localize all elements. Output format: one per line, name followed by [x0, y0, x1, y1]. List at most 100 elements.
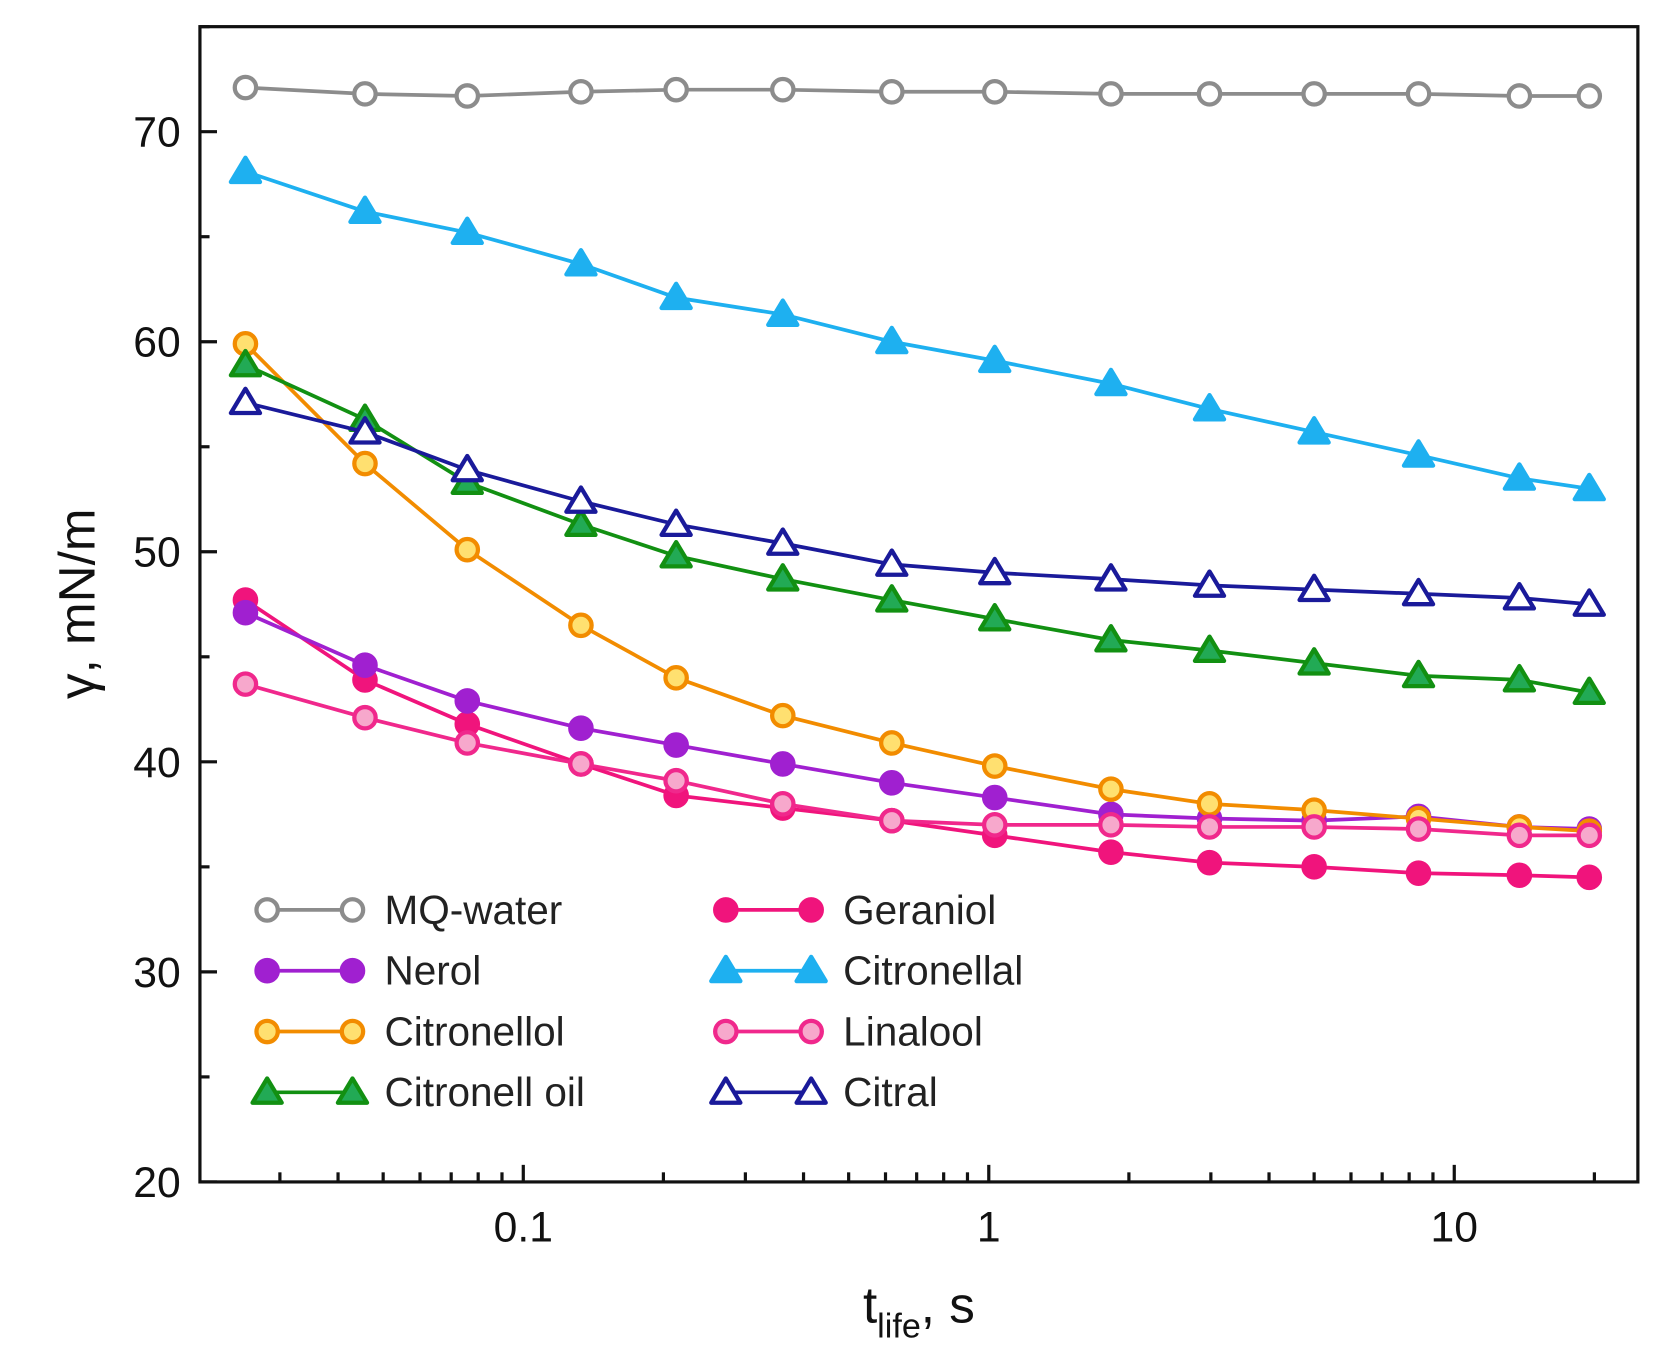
data-point [1405, 860, 1432, 886]
legend-label: Geraniol [843, 887, 996, 933]
data-point [1401, 439, 1436, 468]
data-point [228, 155, 263, 185]
series-citronell-oil [228, 348, 1606, 706]
legend-label: Citronellal [843, 948, 1023, 994]
data-point [1196, 814, 1223, 840]
data-point [564, 485, 598, 514]
legend-item: Citronellol [254, 1008, 565, 1054]
series-line [244, 169, 1590, 491]
x-axis-label: tlife, s [863, 1277, 975, 1346]
data-point [1297, 647, 1331, 676]
series-line [245, 85, 1590, 98]
data-point [1405, 816, 1432, 842]
series-citronellol [232, 331, 1603, 844]
data-point [1297, 573, 1331, 603]
data-point [766, 298, 800, 327]
data-point [875, 548, 909, 577]
data-point [352, 81, 378, 107]
legend-marker [254, 897, 280, 923]
legend-item: Citronell oil [250, 1069, 585, 1115]
data-point [232, 74, 259, 101]
data-point [879, 770, 905, 796]
data-point [232, 599, 259, 626]
data-point [228, 386, 263, 416]
data-point [1572, 676, 1606, 706]
series-citronellal [228, 155, 1606, 502]
legend-label: Citral [843, 1069, 938, 1115]
series-line [244, 363, 1590, 695]
data-point [564, 508, 598, 538]
data-point [1098, 81, 1124, 107]
y-tick-label: 20 [133, 1159, 180, 1207]
x-tick-label: 1 [977, 1204, 1001, 1252]
x-tick-label: 10 [1431, 1204, 1478, 1252]
legend-marker [339, 1018, 366, 1045]
x-tick-label: 0.1 [494, 1204, 553, 1252]
legend-marker [709, 954, 743, 984]
data-point [1192, 634, 1227, 664]
legend-marker [254, 1018, 280, 1045]
legend-marker [339, 957, 366, 984]
y-tick-label: 40 [133, 739, 180, 787]
legend-label: Citronellol [384, 1008, 564, 1054]
data-point [232, 671, 259, 697]
data-point [564, 248, 598, 277]
series-line [244, 598, 1590, 880]
data-point [348, 416, 382, 445]
data-point [1098, 839, 1124, 865]
legend-marker [794, 1076, 828, 1105]
data-point [1098, 776, 1124, 802]
data-point [568, 751, 594, 777]
data-point [1196, 81, 1223, 107]
data-point [1094, 367, 1128, 397]
data-point [981, 78, 1008, 105]
data-point [659, 281, 693, 311]
legend-item: Citral [709, 1069, 938, 1115]
data-point [568, 715, 594, 742]
legend-marker [798, 897, 824, 923]
data-point [1301, 81, 1327, 107]
data-point [1405, 81, 1432, 107]
data-point [663, 76, 689, 103]
series-geraniol [232, 587, 1603, 891]
series-citral [228, 386, 1606, 617]
legend-marker [339, 897, 366, 923]
data-point [981, 812, 1008, 838]
data-point [1196, 849, 1223, 876]
y-tick-label: 30 [133, 949, 180, 997]
data-point [663, 732, 689, 758]
data-point [1301, 814, 1327, 840]
legend-label: MQ-water [384, 887, 562, 933]
data-point [766, 527, 800, 556]
data-point [663, 665, 689, 691]
legend-item: Geraniol [713, 887, 996, 933]
data-point [1576, 822, 1603, 849]
data-point [659, 539, 693, 569]
data-point [769, 751, 796, 777]
data-point [568, 612, 594, 639]
legend-item: Nerol [254, 948, 481, 994]
data-point [454, 688, 481, 714]
data-point [348, 195, 382, 225]
legend-marker [335, 1076, 370, 1105]
data-point [1506, 822, 1533, 849]
data-point [454, 83, 481, 109]
data-point [454, 730, 481, 756]
legend-marker [798, 1018, 824, 1045]
legend-marker [794, 954, 828, 984]
data-point [1401, 577, 1436, 607]
data-point [1572, 588, 1606, 617]
data-point [1401, 659, 1436, 689]
data-point [450, 216, 484, 246]
data-point [1572, 472, 1606, 502]
legend-marker [713, 897, 739, 923]
data-point [1297, 416, 1331, 445]
data-point [568, 78, 594, 105]
data-point [352, 704, 378, 731]
data-point [1301, 854, 1327, 880]
data-point [228, 348, 263, 378]
data-point [1196, 791, 1223, 817]
legend-item: Citronellal [709, 948, 1023, 994]
series-line [244, 342, 1590, 834]
data-point [981, 753, 1008, 779]
